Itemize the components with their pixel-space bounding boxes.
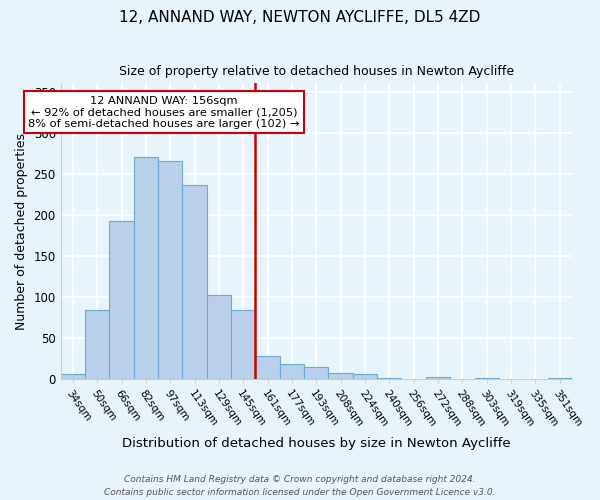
Bar (182, 186, 207, 380)
Bar (256, 356, 280, 380)
Bar (304, 367, 328, 380)
Y-axis label: Number of detached properties: Number of detached properties (15, 133, 28, 330)
Bar (207, 294, 231, 380)
Title: Size of property relative to detached houses in Newton Aycliffe: Size of property relative to detached ho… (119, 65, 514, 78)
Bar (61, 374, 85, 380)
Bar (109, 220, 134, 380)
Text: Contains HM Land Registry data © Crown copyright and database right 2024.
Contai: Contains HM Land Registry data © Crown c… (104, 476, 496, 497)
Text: 12 ANNAND WAY: 156sqm
← 92% of detached houses are smaller (1,205)
8% of semi-de: 12 ANNAND WAY: 156sqm ← 92% of detached … (28, 96, 300, 129)
Bar (231, 310, 256, 380)
Bar (85, 310, 109, 380)
Bar (426, 377, 450, 380)
Bar (158, 162, 182, 380)
Bar (280, 364, 304, 380)
Bar (353, 374, 377, 380)
Bar (134, 156, 158, 380)
X-axis label: Distribution of detached houses by size in Newton Aycliffe: Distribution of detached houses by size … (122, 437, 511, 450)
Bar (475, 378, 499, 380)
Text: 12, ANNAND WAY, NEWTON AYCLIFFE, DL5 4ZD: 12, ANNAND WAY, NEWTON AYCLIFFE, DL5 4ZD (119, 10, 481, 25)
Bar (328, 373, 353, 380)
Bar (377, 378, 401, 380)
Bar (548, 378, 572, 380)
